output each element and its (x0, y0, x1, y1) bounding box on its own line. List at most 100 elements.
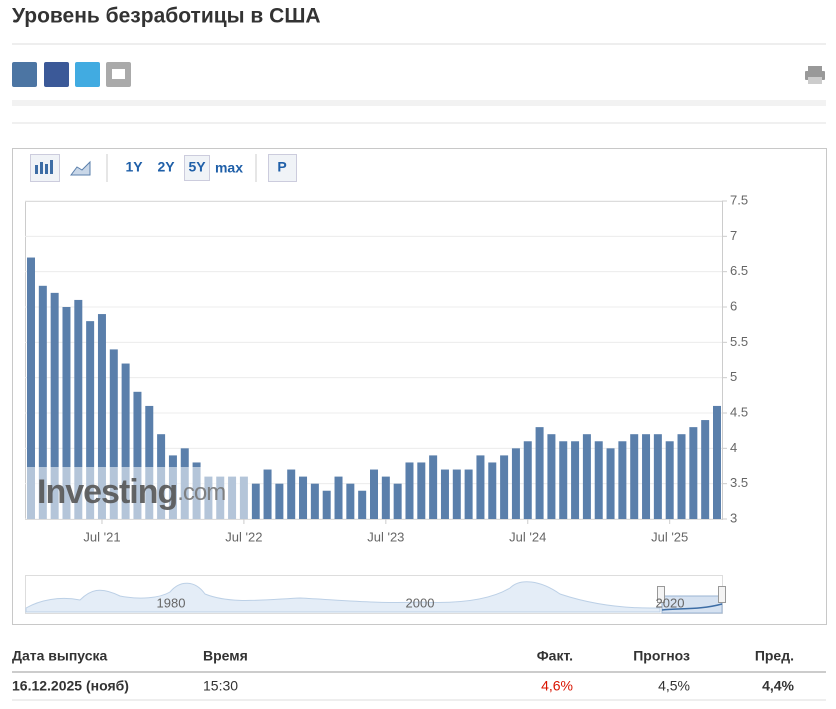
bar (381, 476, 390, 519)
range-button[interactable]: 5Y (188, 159, 206, 175)
y-tick-label: 7.5 (730, 192, 748, 207)
bar (145, 405, 154, 519)
y-tick-label: 7 (730, 228, 737, 243)
previous: 4,4% (762, 678, 794, 694)
bar (74, 299, 83, 519)
release-time: 15:30 (203, 678, 238, 694)
bar (97, 314, 106, 519)
navigator-selected-line (661, 603, 723, 611)
bar (547, 434, 556, 519)
bar (500, 455, 509, 519)
bar (559, 441, 568, 519)
range-button[interactable]: max (215, 160, 243, 176)
y-tick-label: 4.5 (730, 404, 748, 419)
mail-icon (112, 69, 125, 79)
line-icon (70, 160, 91, 176)
y-tick-label: 6 (730, 298, 737, 313)
bar (511, 448, 520, 519)
bar (322, 490, 331, 519)
active-range (184, 155, 210, 181)
bar (713, 405, 721, 519)
column-header: Факт. (537, 648, 573, 664)
y-tick-label: 3 (730, 510, 737, 525)
bar (50, 292, 59, 519)
bar (263, 469, 272, 519)
range-button[interactable]: 1Y (125, 159, 143, 175)
bar (677, 434, 686, 519)
navigator-series (25, 581, 661, 613)
bar (630, 434, 639, 519)
p-button[interactable]: P (277, 159, 286, 175)
print-button[interactable] (805, 66, 825, 84)
navigator-label: 2020 (656, 595, 685, 610)
x-tick-label: Jul '22 (225, 529, 262, 544)
x-tick-label: Jul '23 (367, 529, 404, 544)
bar (440, 469, 449, 519)
actual: 4,6% (541, 678, 573, 694)
y-tick-label: 6.5 (730, 263, 748, 278)
bar (393, 483, 402, 519)
bar (606, 448, 615, 519)
bar (642, 434, 651, 519)
bar (121, 363, 130, 519)
y-tick-label: 3.5 (730, 475, 748, 490)
bar (346, 483, 355, 519)
bar (310, 483, 319, 519)
bar (109, 349, 118, 519)
x-tick-label: Jul '24 (509, 529, 546, 544)
chart-box (12, 148, 827, 625)
bar (358, 490, 367, 519)
navigator-handle[interactable] (718, 586, 726, 603)
bar (488, 462, 497, 519)
bar (618, 441, 627, 519)
bar (405, 462, 414, 519)
bar (582, 434, 591, 519)
forecast: 4,5% (658, 678, 690, 694)
bar-icon (35, 160, 53, 174)
plot: 3 3.5 4 4.5 5 5.5 6 6.5 7 7.5 Jul '21 Jul '22 Jul '2… (25, 192, 748, 544)
page-title: Уровень безработицы в США (12, 5, 321, 28)
range-button[interactable]: 2Y (157, 159, 175, 175)
bar (571, 441, 580, 519)
bar (287, 469, 296, 519)
navigator-label: 2000 (406, 595, 435, 610)
navigator-handle[interactable] (657, 586, 665, 603)
share-facebook[interactable] (44, 62, 69, 87)
release-date: 16.12.2025 (нояб) (12, 678, 129, 694)
bar (701, 420, 710, 519)
line-chart-button[interactable] (66, 154, 96, 182)
share-x[interactable] (75, 62, 100, 87)
p-button-box (268, 154, 297, 182)
x-tick-label: Jul '25 (651, 529, 688, 544)
bar (133, 391, 142, 519)
watermark-brand: Investing (37, 473, 177, 511)
bar (523, 441, 532, 519)
share-vk[interactable] (12, 62, 37, 87)
bar (476, 455, 485, 519)
bar (653, 434, 662, 519)
shadow (12, 100, 826, 106)
watermark-veil (26, 467, 252, 519)
column-header: Время (203, 648, 248, 664)
y-tick-label: 5.5 (730, 334, 748, 349)
bar (62, 307, 71, 519)
bar (86, 321, 95, 519)
bar (299, 476, 308, 519)
bar (251, 483, 260, 519)
column-header: Пред. (755, 648, 794, 664)
bar (665, 441, 674, 519)
navigator-label: 1980 (157, 595, 186, 610)
column-header: Прогноз (633, 648, 690, 664)
bar (27, 257, 35, 519)
bar (452, 469, 461, 519)
bar (689, 427, 698, 519)
watermark: Investing.com (37, 473, 225, 511)
bar (535, 427, 544, 519)
y-tick-label: 4 (730, 440, 737, 455)
bar (417, 462, 426, 519)
bar (464, 469, 473, 519)
bar (370, 469, 378, 519)
bar (429, 455, 438, 519)
